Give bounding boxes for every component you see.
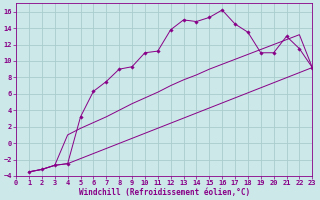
X-axis label: Windchill (Refroidissement éolien,°C): Windchill (Refroidissement éolien,°C) xyxy=(79,188,250,197)
